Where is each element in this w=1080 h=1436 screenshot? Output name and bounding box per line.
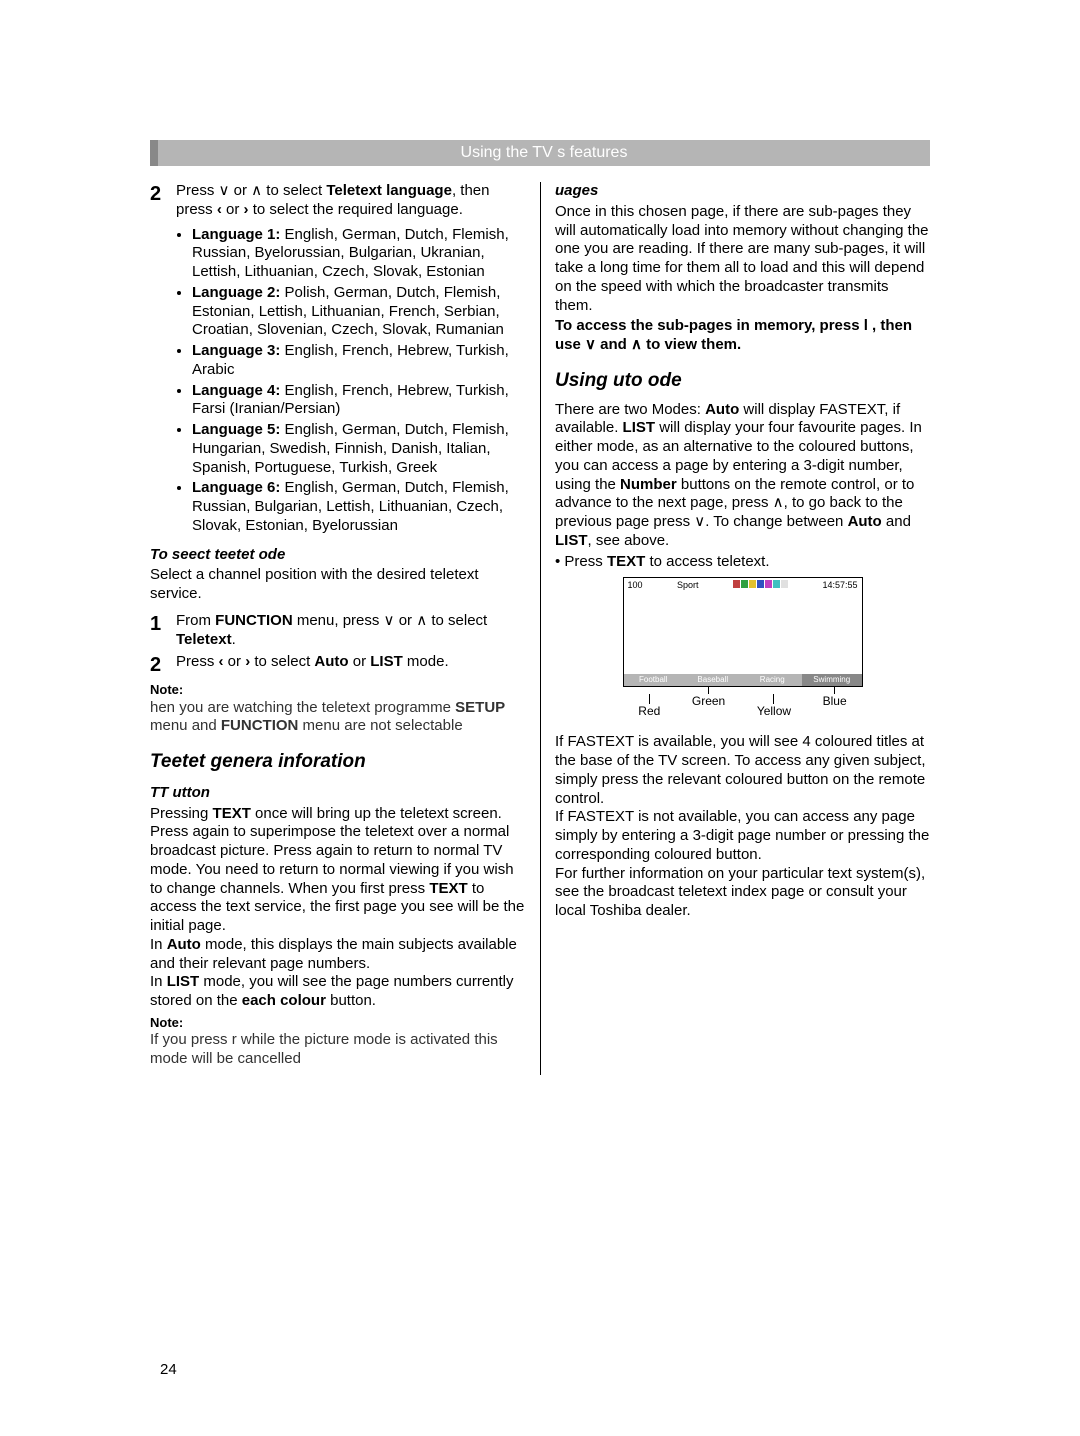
- tt-color-label: Yellow: [757, 695, 791, 719]
- note-label: Note:: [150, 682, 530, 698]
- select-mode-text: Select a channel position with the desir…: [150, 566, 530, 604]
- tt-color-label: Red: [638, 695, 660, 719]
- step-text: Press ∨ or ∧ to select Teletext language…: [176, 182, 530, 220]
- sm-step-1: 1 From FUNCTION menu, press ∨ or ∧ to se…: [150, 612, 530, 650]
- teletext-top-row: 100 Sport 14:57:55: [624, 578, 862, 593]
- tt-label: Sport: [677, 580, 699, 591]
- auto-mode-bullet: • Press TEXT to access teletext.: [555, 553, 930, 572]
- teletext-frame: 100 Sport 14:57:55 FootballBaseballRacin…: [623, 577, 863, 687]
- note-text: If you press r while the picture mode is…: [150, 1031, 530, 1069]
- general-info-heading: Teetet genera inforation: [150, 750, 530, 774]
- step-text: From FUNCTION menu, press ∨ or ∧ to sele…: [176, 612, 530, 650]
- tt-button-heading: TT utton: [150, 784, 530, 803]
- tt-tab: Swimming: [802, 674, 862, 686]
- step-text: Press ‹ or › to select Auto or LIST mode…: [176, 653, 449, 678]
- note-text: hen you are watching the teletext progra…: [150, 699, 530, 737]
- note-label: Note:: [150, 1015, 530, 1031]
- tt-button-body: Pressing TEXT once will bring up the tel…: [150, 805, 530, 1011]
- tt-time: 14:57:55: [822, 580, 857, 591]
- step-number: 1: [150, 612, 168, 650]
- fastext-body: If FASTEXT is available, you will see 4 …: [555, 733, 930, 921]
- list-item: Language 2: Polish, German, Dutch, Flemi…: [192, 284, 530, 340]
- list-item: Language 1: English, German, Dutch, Flem…: [192, 226, 530, 282]
- right-column: uages Once in this chosen page, if there…: [540, 182, 930, 1075]
- tt-color-label: Green: [692, 685, 725, 719]
- tt-tab: Football: [624, 674, 684, 686]
- step-number: 2: [150, 182, 168, 220]
- subpages-body: Once in this chosen page, if there are s…: [555, 203, 930, 316]
- subpages-heading: uages: [555, 182, 930, 201]
- language-list: Language 1: English, German, Dutch, Flem…: [150, 226, 530, 536]
- page-number: 24: [160, 1361, 177, 1380]
- select-mode-heading: To seect teetet ode: [150, 546, 530, 565]
- auto-mode-body: There are two Modes: Auto will display F…: [555, 401, 930, 551]
- subpages-bold: To access the sub-pages in memory, press…: [555, 317, 930, 355]
- step-number: 2: [150, 653, 168, 678]
- teletext-screen: 100 Sport 14:57:55 FootballBaseballRacin…: [623, 577, 863, 719]
- left-column: 2 Press ∨ or ∧ to select Teletext langua…: [150, 182, 540, 1075]
- sm-step-2: 2 Press ‹ or › to select Auto or LIST mo…: [150, 653, 530, 678]
- teletext-tabs: FootballBaseballRacingSwimming: [624, 674, 862, 686]
- page-header: Using the TV s features: [150, 140, 930, 166]
- tt-page: 100: [628, 580, 643, 591]
- list-item: Language 3: English, French, Hebrew, Tur…: [192, 342, 530, 380]
- content-columns: 2 Press ∨ or ∧ to select Teletext langua…: [150, 182, 930, 1075]
- list-item: Language 5: English, German, Dutch, Flem…: [192, 421, 530, 477]
- tt-color-label: Blue: [823, 685, 847, 719]
- tt-color-bars: [733, 580, 788, 591]
- tt-tab: Racing: [743, 674, 803, 686]
- list-item: Language 4: English, French, Hebrew, Tur…: [192, 382, 530, 420]
- teletext-color-labels: Red Green Yellow Blue: [623, 685, 863, 719]
- auto-mode-heading: Using uto ode: [555, 369, 930, 393]
- tt-tab: Baseball: [683, 674, 743, 686]
- step-2: 2 Press ∨ or ∧ to select Teletext langua…: [150, 182, 530, 220]
- list-item: Language 6: English, German, Dutch, Flem…: [192, 479, 530, 535]
